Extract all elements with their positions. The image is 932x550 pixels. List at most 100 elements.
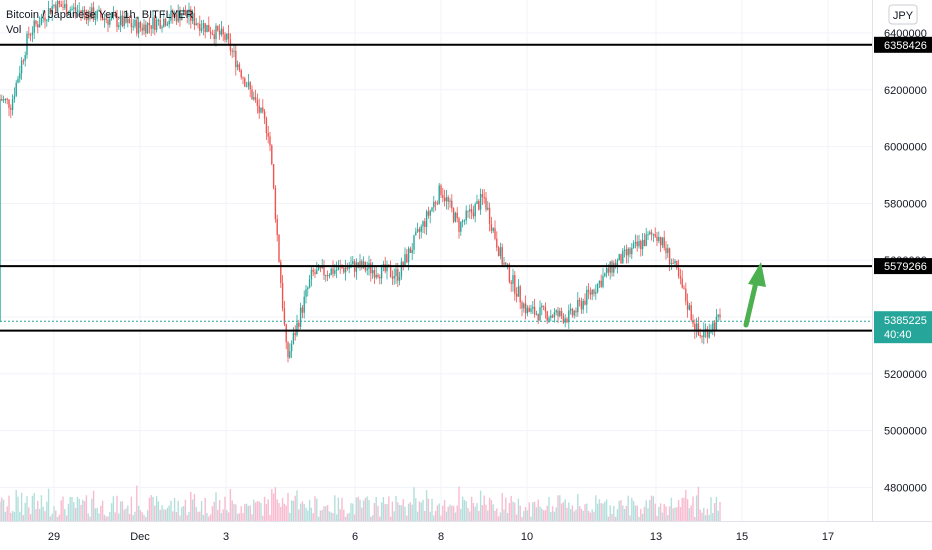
volume-bar [355, 497, 358, 521]
bar-countdown: 40:40 [884, 329, 912, 341]
volume-bar [186, 515, 188, 521]
volume-bar [377, 505, 379, 521]
candle-body [490, 223, 493, 231]
volume-bar [474, 506, 476, 521]
candle-body [659, 237, 662, 246]
volume-bar [654, 503, 656, 521]
candle-body [307, 287, 309, 290]
candle-body [632, 243, 635, 248]
volume-bar [699, 509, 701, 521]
volume-bar [110, 503, 113, 521]
candle-body [379, 277, 381, 279]
volume-bar [470, 496, 473, 521]
volume-bar [317, 516, 320, 521]
volume-bar [76, 496, 79, 521]
time-axis[interactable]: 29 Dec 3 6 8 10 13 15 17 [48, 531, 834, 543]
candle-body [595, 292, 597, 294]
candle-body [161, 26, 163, 29]
candle-body [182, 9, 185, 16]
candle-body [400, 261, 403, 277]
candle-body [555, 310, 557, 313]
volume-bar [272, 493, 275, 521]
candle-body [6, 98, 8, 100]
volume-bar [278, 503, 280, 521]
volume-bar [73, 502, 75, 521]
volume-bar [411, 504, 413, 521]
volume-bar [8, 495, 10, 521]
x-tick-label: 29 [48, 531, 60, 543]
volume-bar [440, 515, 442, 521]
volume-bar [130, 496, 133, 521]
candle-body [382, 264, 385, 266]
volume-bar [571, 505, 574, 521]
candle-body [137, 22, 140, 34]
candle-body [674, 260, 676, 264]
candle-body [274, 187, 277, 220]
candle-body [501, 247, 503, 265]
volume-bar [573, 511, 575, 521]
volume-bar [4, 511, 7, 521]
candlesticks [0, 0, 721, 363]
currency-badge[interactable]: JPY [888, 4, 918, 25]
candle-body [116, 16, 118, 27]
candle-body [686, 301, 689, 310]
candle-body [593, 289, 595, 294]
volume-bar [528, 502, 530, 521]
volume-bar [479, 490, 482, 521]
level-label-bg [874, 258, 932, 275]
candle-body [533, 306, 536, 315]
volume-bar [10, 512, 12, 521]
symbol-title[interactable]: Bitcoin / Japanese Yen, 1h, BITFLYER [6, 9, 194, 21]
volume-bar [222, 509, 224, 521]
volume-bar [19, 511, 21, 521]
volume-bar [695, 495, 698, 521]
volume-bar [551, 506, 554, 521]
volume-bar [254, 502, 257, 521]
volume-bar [101, 500, 104, 521]
volume-bar [155, 496, 158, 521]
candle-body [42, 17, 44, 19]
volume-bar [143, 514, 145, 521]
candle-body [166, 24, 169, 26]
candle-body [541, 305, 543, 308]
volume-bar [35, 509, 37, 521]
candle-body [110, 16, 113, 19]
volume-bar [249, 505, 251, 521]
volume-bar [388, 496, 390, 521]
candle-body [542, 305, 545, 307]
candle-body [681, 278, 683, 288]
candle-body [618, 254, 620, 261]
volume-bar [314, 496, 316, 521]
volume-bar [641, 513, 644, 521]
volume-bar [535, 507, 538, 521]
volume-bar [55, 510, 57, 521]
volume-bar [566, 507, 568, 521]
candle-body [524, 303, 527, 314]
volume-bar [209, 514, 212, 521]
volume-bar [119, 501, 122, 521]
volume-bar [413, 487, 415, 521]
x-tick-label: 6 [352, 531, 358, 543]
candle-body [386, 264, 388, 272]
volume-bar [697, 486, 700, 521]
candle-body [652, 234, 655, 236]
candle-body [550, 315, 552, 318]
candle-body [416, 229, 419, 232]
candle-body [103, 18, 106, 21]
volume-bar [427, 498, 430, 521]
candle-body [109, 18, 111, 25]
volume-bar [595, 495, 597, 521]
candle-body [357, 262, 359, 268]
candle-body [20, 60, 23, 74]
volume-bar [71, 497, 73, 521]
candle-body [17, 78, 19, 83]
volume-bar [334, 495, 336, 521]
volume-bar [366, 496, 368, 521]
candle-body [420, 226, 422, 232]
volume-bar [665, 506, 667, 521]
candle-body [479, 194, 482, 210]
candle-body [236, 64, 239, 68]
candle-body [438, 185, 440, 204]
volume-bar [519, 505, 521, 521]
